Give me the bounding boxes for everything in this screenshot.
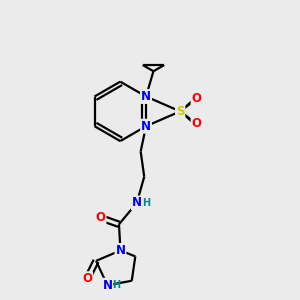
Text: H: H (142, 198, 150, 208)
Text: N: N (116, 244, 125, 257)
Text: S: S (176, 105, 184, 118)
Text: N: N (102, 279, 112, 292)
Text: N: N (141, 90, 151, 103)
Text: O: O (191, 117, 202, 130)
Text: O: O (95, 211, 106, 224)
Text: N: N (141, 120, 151, 133)
Text: O: O (82, 272, 92, 285)
Text: N: N (132, 196, 142, 209)
Text: O: O (191, 92, 202, 105)
Text: H: H (112, 280, 120, 290)
